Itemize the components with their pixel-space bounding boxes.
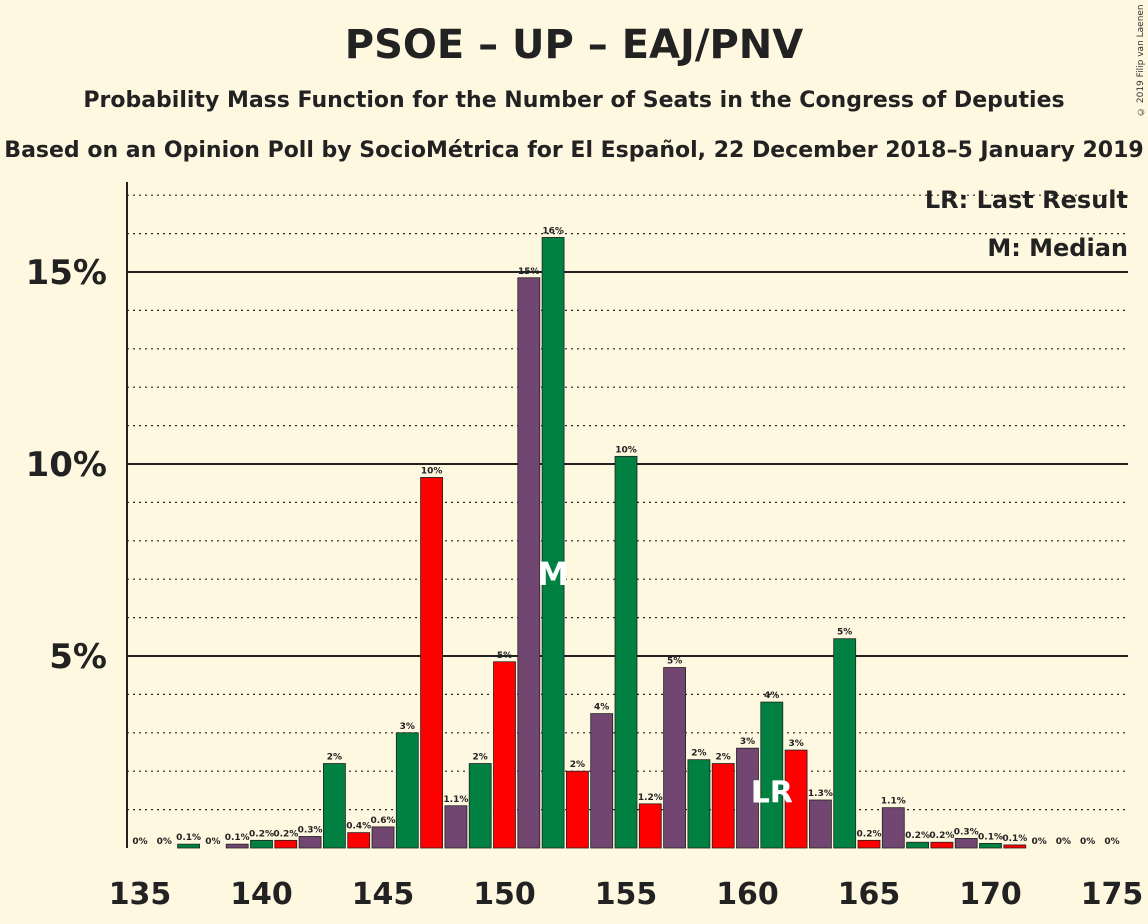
data-label-147: 10% <box>421 466 443 476</box>
data-label-139: 0.1% <box>225 833 250 843</box>
data-label-141: 0.2% <box>273 829 298 839</box>
bar-143 <box>323 764 345 848</box>
data-label-160: 3% <box>740 737 755 747</box>
bar-168 <box>931 842 953 848</box>
data-label-153: 2% <box>570 760 585 770</box>
bar-149 <box>469 764 491 848</box>
bar-152 <box>542 237 564 848</box>
y-tick-labels: 5% 10% 15% <box>26 253 107 677</box>
data-label-137: 0.1% <box>176 833 201 843</box>
x-tick-label-170: 170 <box>959 877 1022 912</box>
bar-157 <box>664 668 686 848</box>
legend-last-result: LR: Last Result <box>925 186 1128 214</box>
bar-146 <box>396 733 418 848</box>
bar-165 <box>858 840 880 848</box>
data-label-140: 0.2% <box>249 829 274 839</box>
data-label-152: 16% <box>542 226 564 236</box>
data-label-164: 5% <box>837 628 852 638</box>
bar-153 <box>566 771 588 848</box>
bar-140 <box>251 840 273 848</box>
data-label-159: 2% <box>716 753 731 763</box>
data-label-156: 1.2% <box>638 793 663 803</box>
data-label-166: 1.1% <box>881 797 906 807</box>
bar-167 <box>907 842 929 848</box>
data-label-161: 4% <box>764 691 779 701</box>
bar-137 <box>178 844 200 848</box>
bar-139 <box>226 844 248 848</box>
bar-169 <box>955 838 977 848</box>
data-label-138: 0% <box>205 837 220 847</box>
last-result-marker: LR <box>751 775 793 810</box>
bar-150 <box>494 662 516 848</box>
data-label-170: 0.1% <box>978 832 1003 842</box>
bar-156 <box>639 804 661 848</box>
data-label-155: 10% <box>615 445 637 455</box>
y-tick-label-5: 5% <box>49 637 107 677</box>
bar-170 <box>980 843 1002 848</box>
bar-145 <box>372 827 394 848</box>
bar-163 <box>809 800 831 848</box>
x-tick-label-155: 155 <box>595 877 658 912</box>
data-label-143: 2% <box>327 753 342 763</box>
x-tick-label-160: 160 <box>716 877 779 912</box>
x-tick-label-165: 165 <box>838 877 901 912</box>
bar-147 <box>421 477 443 848</box>
bar-171 <box>1004 845 1026 848</box>
x-tick-label-175: 175 <box>1081 877 1144 912</box>
x-tick-labels: 135 140 145 150 155 160 165 170 175 <box>109 877 1144 912</box>
data-label-169: 0.3% <box>954 827 979 837</box>
y-tick-label-15: 15% <box>26 253 107 293</box>
bar-155 <box>615 456 637 848</box>
data-label-165: 0.2% <box>857 829 882 839</box>
data-label-146: 3% <box>400 722 415 732</box>
bar-148 <box>445 806 467 848</box>
bar-154 <box>591 714 613 848</box>
data-label-145: 0.6% <box>371 816 396 826</box>
data-label-154: 4% <box>594 703 609 713</box>
y-tick-label-10: 10% <box>26 445 107 485</box>
data-label-149: 2% <box>473 753 488 763</box>
x-tick-label-140: 140 <box>230 877 293 912</box>
data-label-150: 5% <box>497 651 512 661</box>
data-label-158: 2% <box>691 749 706 759</box>
bar-166 <box>882 808 904 848</box>
data-label-171: 0.1% <box>1002 834 1027 844</box>
data-label-144: 0.4% <box>346 822 371 832</box>
data-label-148: 1.1% <box>443 795 468 805</box>
x-tick-label-135: 135 <box>109 877 172 912</box>
bar-158 <box>688 760 710 848</box>
data-label-142: 0.3% <box>298 825 323 835</box>
median-marker: M <box>537 555 569 593</box>
bar-141 <box>275 840 297 848</box>
bar-164 <box>834 639 856 848</box>
data-label-135: 0% <box>132 837 147 847</box>
data-label-173: 0% <box>1056 837 1071 847</box>
x-tick-label-150: 150 <box>473 877 536 912</box>
data-label-168: 0.2% <box>929 831 954 841</box>
data-label-172: 0% <box>1031 837 1046 847</box>
data-label-151: 15% <box>518 267 540 277</box>
legend-median: M: Median <box>987 234 1128 262</box>
data-label-175: 0% <box>1104 837 1119 847</box>
data-label-157: 5% <box>667 657 682 667</box>
data-label-167: 0.2% <box>905 831 930 841</box>
bar-159 <box>712 764 734 848</box>
data-label-136: 0% <box>157 837 172 847</box>
data-label-174: 0% <box>1080 837 1095 847</box>
data-label-162: 3% <box>788 739 803 749</box>
bars <box>178 237 1026 848</box>
bar-144 <box>348 833 370 848</box>
data-label-163: 1.3% <box>808 789 833 799</box>
x-tick-label-145: 145 <box>352 877 415 912</box>
bar-142 <box>299 836 321 848</box>
